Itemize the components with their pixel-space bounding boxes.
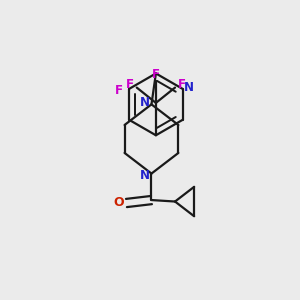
Text: O: O [113,196,124,209]
Text: N: N [184,81,194,94]
Text: F: F [152,68,160,81]
Text: N: N [140,96,150,110]
Text: F: F [178,78,185,91]
Text: F: F [126,78,134,91]
Text: N: N [140,169,150,182]
Text: F: F [115,84,123,97]
